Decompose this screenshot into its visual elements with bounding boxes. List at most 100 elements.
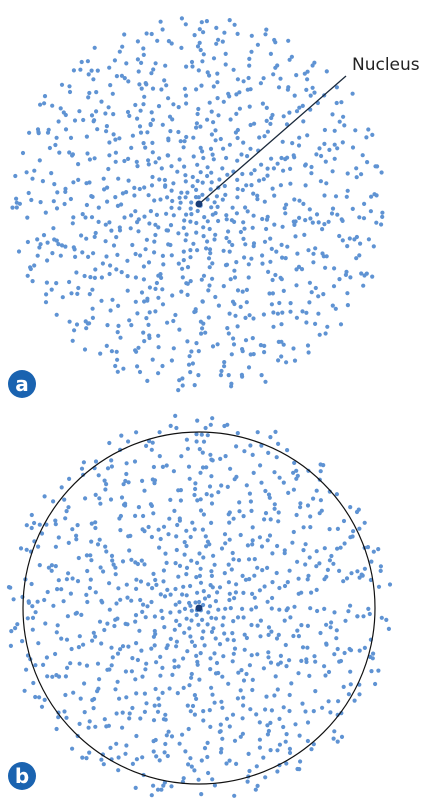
electron-dot xyxy=(337,659,342,664)
electron-dot xyxy=(156,225,161,230)
electron-dot xyxy=(135,57,140,62)
electron-dot xyxy=(287,658,292,663)
electron-dot xyxy=(209,501,215,506)
electron-dot xyxy=(93,520,98,525)
electron-dot xyxy=(313,659,318,664)
electron-dot xyxy=(378,568,383,574)
electron-dot xyxy=(215,96,220,101)
electron-dot xyxy=(213,211,218,216)
electron-dot xyxy=(371,549,376,554)
electron-dot xyxy=(153,160,158,165)
electron-dot xyxy=(208,656,213,661)
panel-label: b xyxy=(15,764,29,788)
electron-dot xyxy=(245,779,250,784)
electron-dot xyxy=(72,118,78,123)
electron-dot xyxy=(209,573,214,579)
electron-dot xyxy=(203,534,208,539)
electron-dot xyxy=(169,784,174,789)
electron-dot xyxy=(227,537,232,542)
electron-dot xyxy=(209,474,214,479)
electron-dot xyxy=(350,91,355,96)
electron-dot xyxy=(200,326,205,331)
electron-dot xyxy=(231,342,237,347)
electron-dot xyxy=(54,281,59,286)
electron-dot xyxy=(190,184,195,189)
electron-dot xyxy=(125,288,130,293)
electron-dot xyxy=(70,153,75,158)
electron-dot xyxy=(184,134,189,140)
electron-dot xyxy=(110,558,115,563)
electron-dot xyxy=(36,641,41,646)
electron-dot xyxy=(105,466,111,471)
electron-dot xyxy=(118,528,123,533)
electron-dot xyxy=(25,616,30,621)
electron-dot xyxy=(98,501,103,506)
electron-dot xyxy=(288,181,293,186)
electron-dot xyxy=(199,277,204,282)
electron-dot xyxy=(255,783,260,789)
electron-dot xyxy=(235,186,240,192)
electron-dot xyxy=(84,181,89,186)
electron-dot xyxy=(212,237,217,242)
electron-dot xyxy=(183,238,188,243)
electron-dot xyxy=(194,341,199,346)
electron-dot xyxy=(155,709,161,714)
panel-badge xyxy=(8,762,36,790)
electron-dot xyxy=(198,170,203,175)
electron-dot xyxy=(158,197,163,202)
electron-dot xyxy=(96,219,101,224)
electron-dot xyxy=(77,109,82,114)
electron-dot xyxy=(190,361,195,366)
electron-dot xyxy=(352,698,357,703)
electron-dot xyxy=(186,726,191,732)
electron-dot xyxy=(142,299,147,304)
electron-dot xyxy=(364,271,369,276)
electron-dot xyxy=(204,465,209,470)
electron-dot xyxy=(41,662,46,668)
electron-dot xyxy=(265,173,270,178)
electron-dot xyxy=(337,568,342,574)
electron-dot xyxy=(126,480,131,485)
electron-dot xyxy=(41,233,47,238)
electron-dot xyxy=(93,492,98,497)
electron-dot xyxy=(106,105,111,110)
electron-dot xyxy=(42,697,47,703)
electron-dot xyxy=(221,146,226,151)
electron-dot xyxy=(322,606,327,612)
nucleus xyxy=(195,200,203,208)
electron-dot xyxy=(133,560,138,565)
electron-dot xyxy=(328,625,333,630)
electron-dot xyxy=(109,553,115,559)
electron-dot xyxy=(135,657,140,663)
electron-dot xyxy=(144,237,149,242)
electron-dot xyxy=(242,632,247,637)
electron-dot xyxy=(54,673,59,678)
electron-dot xyxy=(307,207,312,212)
electron-dot xyxy=(138,579,144,584)
electron-dot xyxy=(102,478,107,483)
electron-dot xyxy=(207,283,212,288)
electron-dot xyxy=(154,660,159,665)
electron-dot xyxy=(189,764,194,769)
electron-dot xyxy=(220,197,225,202)
electron-dot xyxy=(266,269,271,274)
electron-dot xyxy=(293,219,298,224)
electron-dot xyxy=(355,614,360,619)
electron-dot xyxy=(159,787,164,792)
electron-dot xyxy=(284,360,289,365)
electron-dot xyxy=(270,112,275,118)
electron-dot xyxy=(293,722,298,727)
electron-dot xyxy=(141,602,146,607)
electron-dot xyxy=(185,190,190,195)
electron-dot xyxy=(223,263,229,268)
electron-dot xyxy=(150,150,155,155)
electron-dot xyxy=(287,708,292,714)
electron-dot xyxy=(173,602,178,607)
electron-dot xyxy=(197,551,202,556)
electron-dot xyxy=(64,577,69,582)
electron-dot xyxy=(145,130,150,135)
electron-dot xyxy=(108,308,113,313)
electron-dot xyxy=(177,623,182,628)
electron-dot xyxy=(44,655,50,660)
electron-dot xyxy=(114,601,119,606)
